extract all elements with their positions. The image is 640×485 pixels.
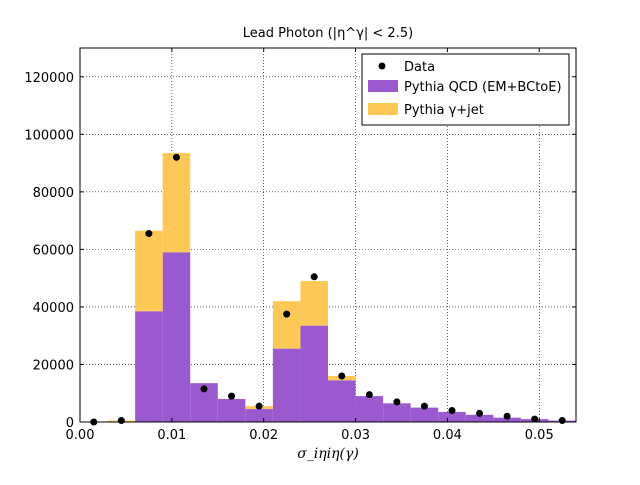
y-tick-label: 80000 (33, 186, 74, 201)
data-point (228, 392, 236, 400)
qcd-bar (135, 311, 163, 422)
y-tick-label: 0 (66, 416, 74, 431)
plot-frame (79, 47, 577, 423)
data-points-layer (90, 153, 566, 426)
qcd-bar (245, 409, 273, 422)
ticks-layer: 0.00 0.01 0.02 0.03 0.04 0.05 0 20000 40000 60000… (24, 48, 576, 443)
data-point (365, 391, 373, 399)
data-point (200, 385, 208, 393)
chart-title: Lead Photon (|η^γ| < 2.5) (243, 26, 413, 41)
data-point (338, 372, 346, 380)
legend: Data Pythia QCD (EM+BCtoE) Pythia γ+jet (361, 53, 570, 126)
qcd-bar (465, 414, 494, 422)
bars-layer (107, 153, 576, 422)
x-axis-label: σ_iηiη(γ) (297, 446, 359, 462)
x-tick-label: 0.02 (249, 428, 278, 443)
qcd-bar (162, 252, 191, 422)
data-point (255, 402, 263, 410)
qcd-bar (217, 398, 246, 422)
legend-qcd-swatch (368, 80, 398, 92)
data-point (393, 398, 401, 406)
data-point (310, 273, 318, 281)
qcd-bar (272, 348, 301, 422)
qcd-bar (383, 403, 411, 422)
data-point (503, 412, 511, 420)
gamma-jet-bar (300, 281, 328, 326)
data-point (283, 310, 291, 318)
y-tick-label: 40000 (33, 301, 74, 316)
data-point (476, 409, 484, 417)
data-point (448, 406, 456, 414)
data-point (420, 402, 428, 410)
y-tick-label: 100000 (24, 128, 74, 143)
legend-label: Pythia QCD (EM+BCtoE) (404, 80, 562, 95)
x-tick-label: 0.04 (433, 428, 462, 443)
legend-label: Pythia γ+jet (404, 103, 484, 118)
data-point (531, 415, 539, 423)
qcd-bar (328, 380, 356, 422)
legend-label: Data (404, 60, 435, 75)
data-point (172, 153, 180, 161)
data-point (558, 417, 566, 425)
x-tick-label: 0.03 (341, 428, 370, 443)
qcd-bar (410, 407, 439, 422)
qcd-bar (300, 325, 328, 422)
legend-data-marker (378, 62, 386, 70)
x-tick-label: 0.00 (66, 428, 95, 443)
x-tick-label: 0.01 (157, 428, 186, 443)
x-tick-label: 0.05 (525, 428, 554, 443)
y-tick-label: 20000 (33, 358, 74, 373)
data-point (145, 230, 153, 238)
y-tick-label: 60000 (33, 243, 74, 258)
legend-gamma-jet-swatch (368, 103, 398, 115)
gamma-jet-bar (272, 301, 301, 349)
qcd-bar (438, 411, 466, 422)
qcd-bar (355, 396, 384, 422)
gamma-jet-bar (162, 153, 191, 253)
data-point (117, 417, 125, 425)
qcd-bar (493, 417, 521, 422)
y-tick-label: 120000 (24, 71, 74, 86)
gamma-jet-bar (135, 230, 163, 312)
